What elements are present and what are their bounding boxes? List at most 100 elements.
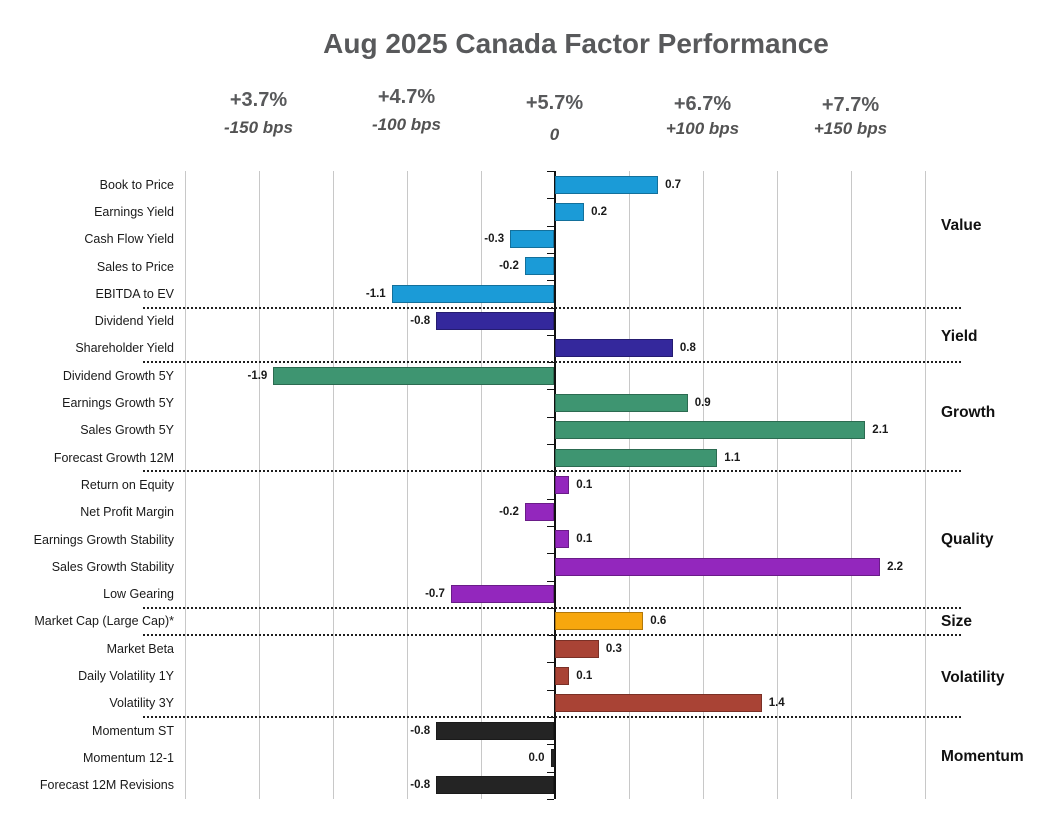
axis-tick — [547, 280, 554, 282]
factor-bar — [554, 475, 570, 494]
axis-tick — [547, 416, 554, 418]
bar-value-label: 2.1 — [872, 424, 889, 437]
axis-top-pct-label: +3.7% — [229, 89, 288, 111]
axis-tick — [547, 525, 554, 527]
factor-row-label: Return on Equity — [80, 477, 174, 492]
factor-row-label: Forecast Growth 12M — [53, 450, 174, 465]
factor-row-label: Market Beta — [106, 641, 174, 656]
axis-tick — [547, 798, 554, 800]
group-label-quality: Quality — [941, 531, 994, 548]
group-separator — [143, 470, 961, 473]
factor-row-label: Dividend Growth 5Y — [62, 368, 174, 383]
factor-row-label: Earnings Growth Stability — [33, 532, 174, 547]
bar-value-label: 0.0 — [528, 751, 545, 764]
axis-tick — [547, 689, 554, 691]
factor-row-label: Dividend Yield — [94, 314, 174, 329]
bar-value-label: 0.9 — [694, 396, 711, 409]
axis-top-pct-label: +5.7% — [525, 92, 584, 114]
factor-bar — [554, 612, 644, 631]
group-label-value: Value — [941, 217, 982, 234]
group-separator — [143, 306, 961, 309]
factor-bar — [554, 175, 659, 194]
factor-row-label: Momentum ST — [92, 723, 174, 738]
bar-value-label: 0.7 — [665, 178, 682, 191]
factor-row-label: Forecast 12M Revisions — [39, 778, 174, 793]
axis-top-bps-label: -150 bps — [224, 118, 293, 137]
factor-row-label: Shareholder Yield — [75, 341, 174, 356]
factor-row-label: Momentum 12-1 — [82, 750, 174, 765]
group-separator — [143, 634, 961, 637]
grid-line — [924, 171, 926, 799]
group-separator — [143, 361, 961, 364]
bar-value-label: -0.8 — [410, 315, 431, 327]
axis-tick — [547, 198, 554, 200]
bar-value-label: -0.7 — [425, 588, 445, 600]
grid-line — [480, 171, 482, 799]
axis-tick — [547, 580, 554, 582]
bar-value-label: -0.2 — [499, 260, 519, 273]
factor-row-label: Earnings Growth 5Y — [62, 396, 174, 411]
axis-tick — [547, 171, 554, 172]
factor-bar — [524, 257, 555, 276]
grid-line — [258, 171, 260, 799]
group-separator — [143, 606, 961, 609]
axis-top-bps-label: -100 bps — [372, 115, 441, 134]
axis-tick — [547, 389, 554, 391]
bar-value-label: 2.2 — [887, 560, 904, 573]
factor-bar — [436, 721, 555, 740]
axis-tick — [547, 225, 554, 227]
factor-bar — [554, 557, 881, 576]
grid-line — [184, 171, 186, 799]
factor-row-label: Daily Volatility 1Y — [78, 669, 174, 684]
factor-bar — [554, 694, 762, 713]
axis-top-pct-label: +6.7% — [673, 93, 732, 115]
axis-top-bps-label: +100 bps — [665, 119, 740, 138]
bar-value-label: 0.2 — [591, 205, 608, 218]
factor-bar — [554, 530, 570, 549]
grid-line — [332, 171, 334, 799]
factor-row-label: Book to Price — [99, 177, 174, 192]
factor-row-label: Sales Growth Stability — [51, 559, 174, 574]
bar-value-label: -1.1 — [365, 287, 386, 300]
axis-tick — [547, 334, 554, 336]
group-label-growth: Growth — [941, 404, 996, 421]
bar-value-label: -1.9 — [247, 369, 268, 382]
factor-bar — [450, 585, 555, 603]
grid-line — [776, 171, 778, 799]
axis-tick — [547, 498, 554, 500]
factor-row-label: Cash Flow Yield — [84, 232, 174, 247]
bar-value-label: 0.1 — [576, 669, 593, 682]
bar-value-label: 0.3 — [605, 642, 622, 655]
axis-tick — [547, 252, 554, 254]
factor-bar — [436, 312, 555, 330]
axis-top-bps-label: 0 — [549, 125, 560, 144]
factor-row-label: Market Cap (Large Cap)* — [34, 614, 174, 629]
axis-top-bps-label: +150 bps — [813, 119, 888, 138]
bar-value-label: 0.1 — [576, 478, 593, 491]
factor-bar — [554, 666, 570, 685]
factor-bar — [436, 776, 555, 795]
group-label-momentum: Momentum — [941, 748, 1024, 765]
factor-bar — [554, 448, 718, 467]
factor-bar — [273, 366, 555, 385]
factor-row-label: EBITDA to EV — [95, 286, 174, 301]
factor-bar — [554, 339, 673, 358]
factor-bar — [524, 503, 555, 522]
bar-value-label: 1.4 — [768, 697, 785, 710]
axis-top-pct-label: +7.7% — [821, 94, 880, 116]
chart-title: Aug 2025 Canada Factor Performance — [323, 28, 829, 59]
axis-tick — [547, 744, 554, 746]
factor-row-label: Low Gearing — [103, 587, 174, 602]
factor-bar — [550, 748, 555, 767]
bar-value-label: 0.6 — [650, 615, 667, 628]
axis-tick — [547, 662, 554, 664]
axis-top-pct-label: +4.7% — [377, 86, 436, 108]
bar-value-label: -0.2 — [499, 506, 519, 519]
factor-bar — [554, 202, 585, 221]
factor-row-label: Sales to Price — [96, 259, 174, 274]
axis-tick — [547, 771, 554, 773]
bar-value-label: -0.8 — [410, 779, 431, 792]
factor-bar — [554, 639, 599, 658]
group-label-volatility: Volatility — [941, 669, 1005, 686]
